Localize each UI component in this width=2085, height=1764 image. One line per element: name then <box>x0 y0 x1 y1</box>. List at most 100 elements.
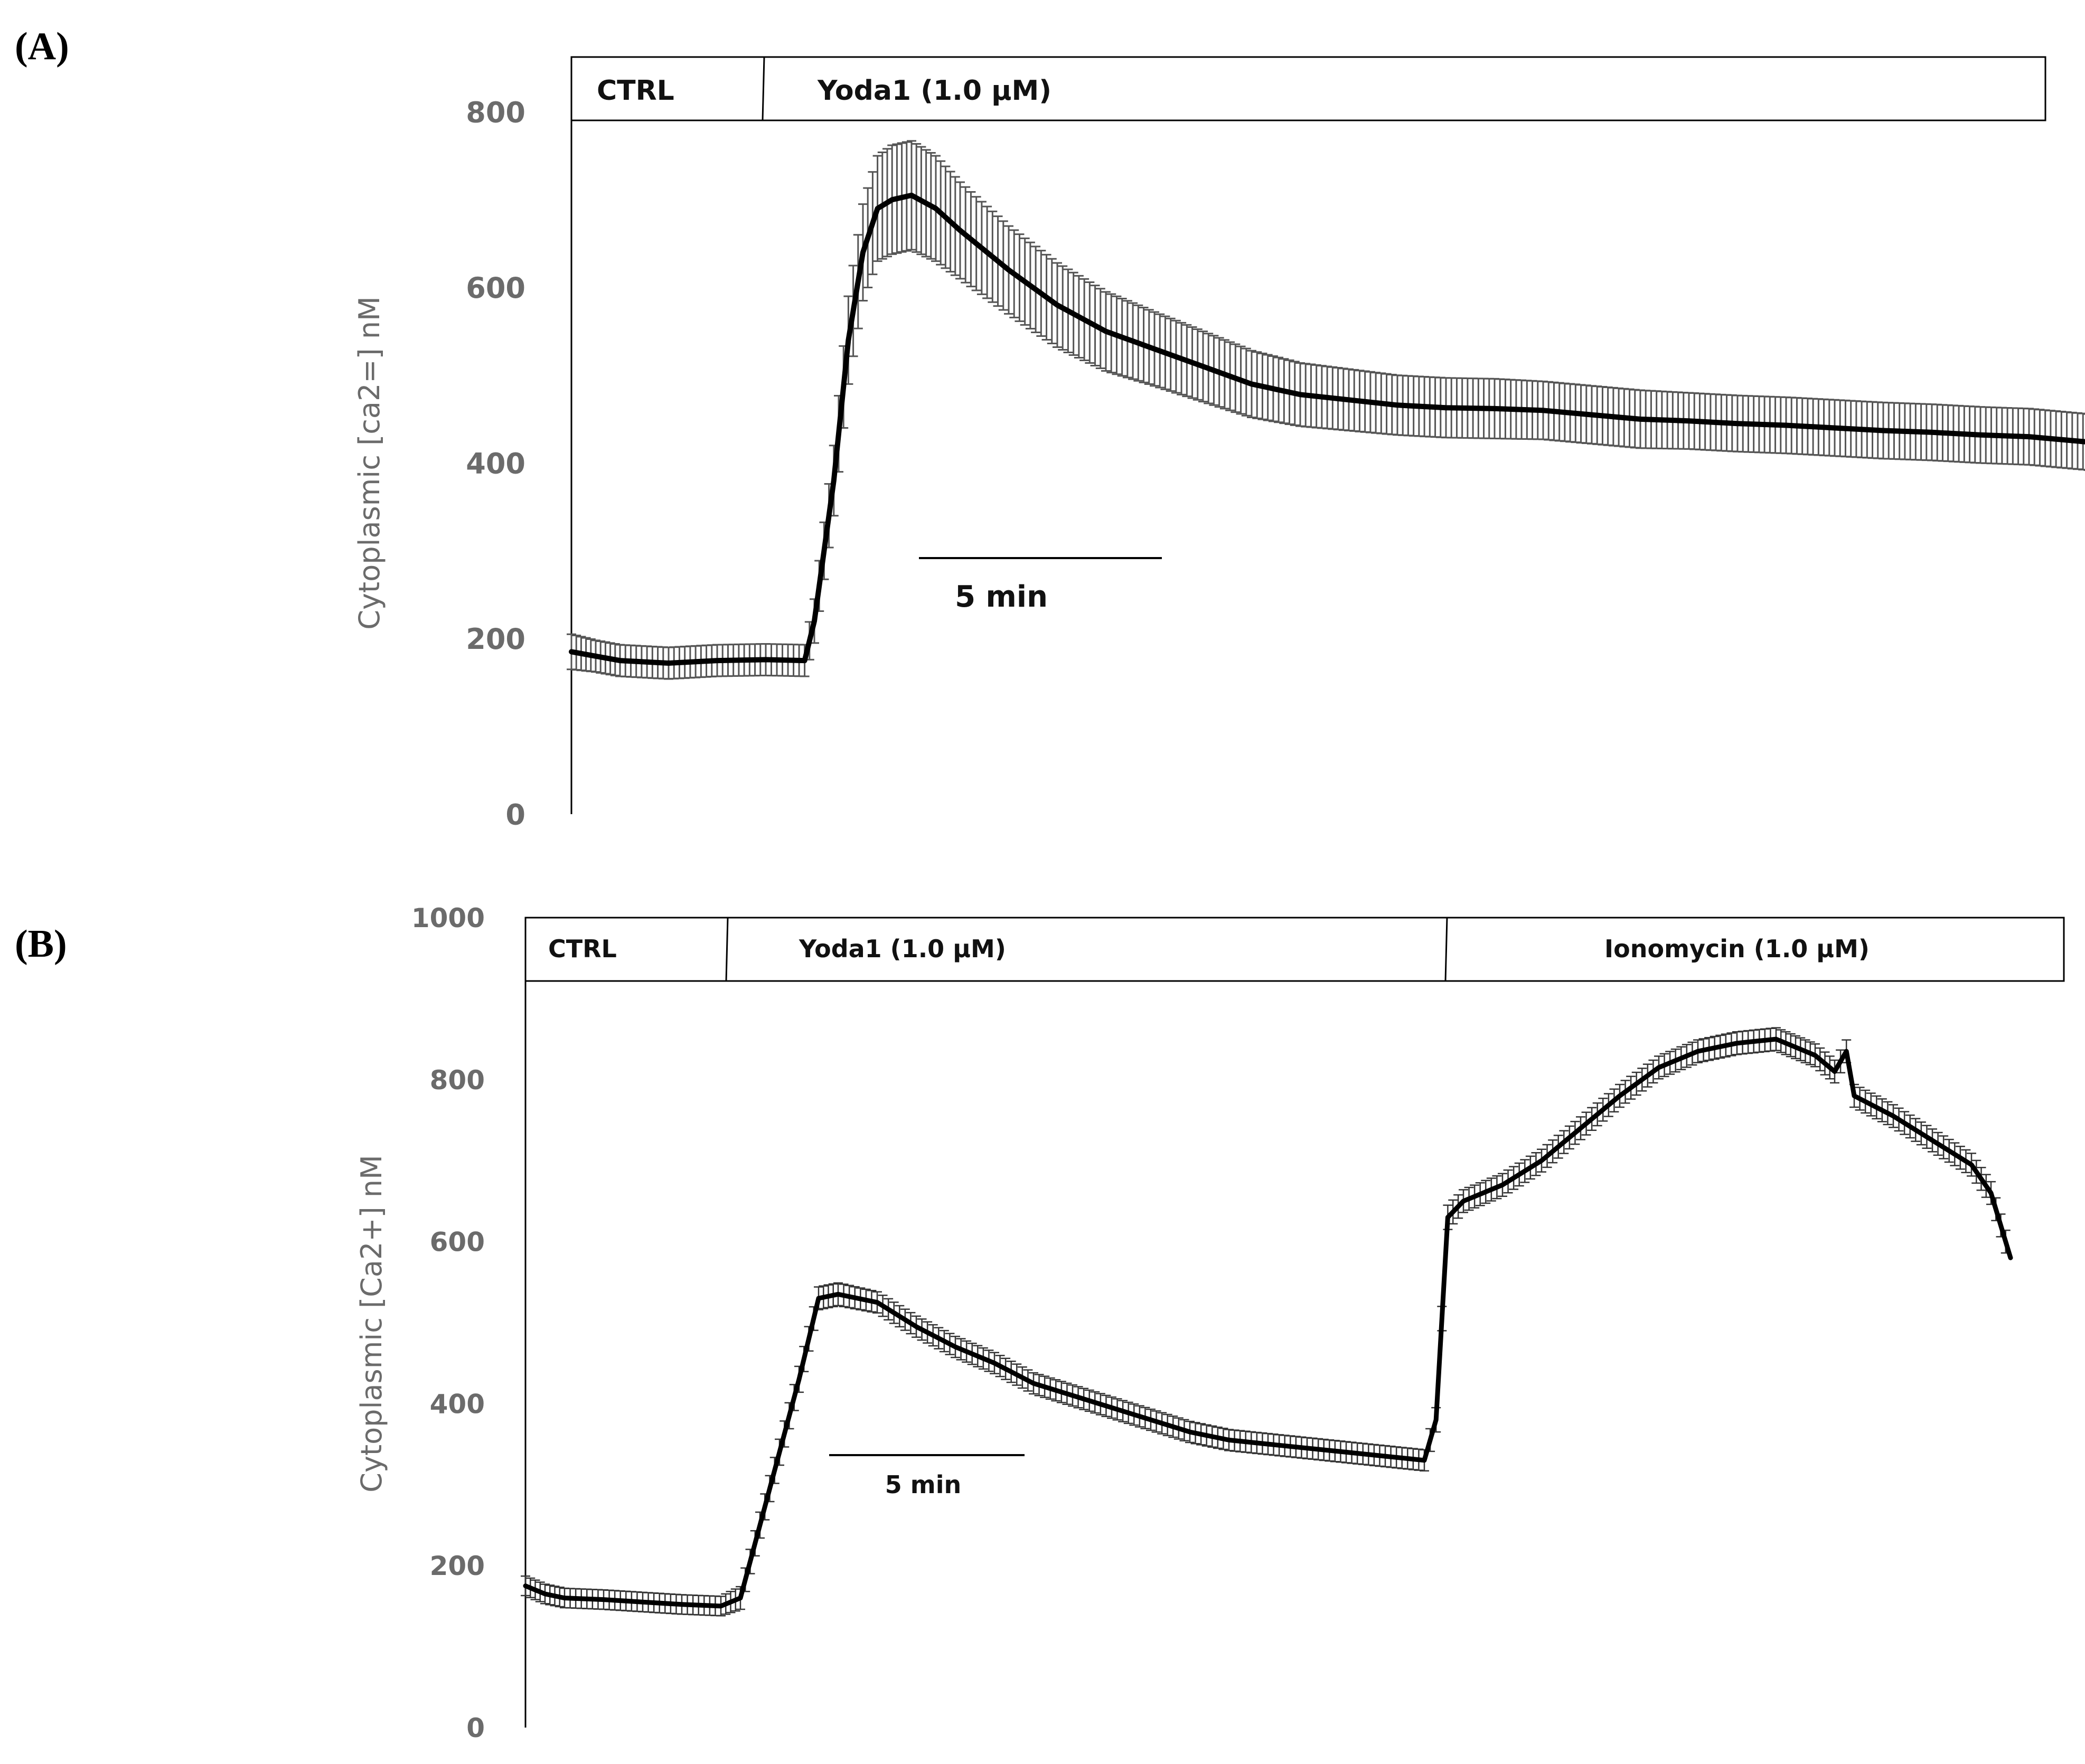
data-point <box>1978 432 1983 438</box>
data-point <box>601 1597 606 1602</box>
data-point <box>796 1377 802 1382</box>
data-point <box>1735 421 1740 426</box>
data-point <box>1539 1158 1544 1163</box>
data-point <box>593 654 598 659</box>
data-point <box>1187 1430 1192 1435</box>
data-point <box>617 658 623 663</box>
y-tick-label: 400 <box>466 447 525 480</box>
treatment-label: CTRL <box>597 75 674 107</box>
y-tick-label: 800 <box>430 1065 485 1096</box>
data-point <box>715 658 720 663</box>
series-line <box>569 192 2085 666</box>
data-point <box>835 1292 841 1297</box>
data-point <box>2008 1256 2013 1260</box>
data-point <box>875 1300 880 1305</box>
treatment-label: CTRL <box>548 935 617 963</box>
data-point <box>831 478 837 483</box>
data-point <box>1589 412 1594 418</box>
data-point <box>889 197 895 202</box>
data-point <box>1103 329 1109 334</box>
data-point <box>1346 397 1351 402</box>
data-point <box>2075 438 2080 444</box>
error-bars <box>567 140 2085 680</box>
data-point <box>1686 418 1692 423</box>
data-point <box>1434 1418 1439 1422</box>
error-bars <box>521 1027 2011 1617</box>
data-point <box>1445 1215 1450 1220</box>
data-point <box>1793 1045 1798 1050</box>
data-point <box>1832 426 1837 430</box>
data-point <box>816 1296 821 1301</box>
y-tick-label: 0 <box>466 1713 485 1743</box>
data-point <box>523 1583 528 1588</box>
data-point <box>875 206 880 211</box>
treatment-bar <box>524 917 2065 982</box>
data-point <box>640 1600 645 1605</box>
y-tick-label: 200 <box>430 1551 485 1581</box>
data-point <box>1844 1049 1849 1054</box>
y-axis-title: Cytoplasmic [Ca2+] nM <box>355 1155 388 1492</box>
data-point <box>812 618 817 624</box>
data-point <box>953 1344 958 1350</box>
data-point <box>846 337 851 343</box>
data-point <box>1832 1069 1837 1074</box>
data-point <box>1031 1381 1036 1386</box>
scale-bar-label: 5 min <box>885 1470 961 1499</box>
panel-b-chart: 0 200 400 600 800 1000 Cytoplasmic [Ca2+] nM CT… <box>355 903 2065 1743</box>
treatment-label: Yoda1 (1.0 µM) <box>817 75 1051 107</box>
panel-a-chart: 0 200 400 600 800 Cytoplasmic [ca2=] nM CTRL Yo… <box>353 56 2085 831</box>
panel-b-letter: (B) <box>15 922 67 966</box>
data-point <box>957 228 963 233</box>
data-point <box>757 1523 763 1527</box>
data-point <box>1055 303 1060 308</box>
data-point <box>1812 1053 1818 1058</box>
series-line <box>523 1036 2013 1609</box>
data-point <box>1148 1418 1153 1422</box>
data-point <box>1695 1049 1701 1054</box>
data-point <box>1988 1191 1994 1195</box>
data-point <box>1891 1114 1896 1118</box>
data-point <box>1969 1162 1974 1167</box>
data-point <box>777 1450 782 1455</box>
data-point <box>1638 417 1643 422</box>
data-point <box>1773 1037 1779 1042</box>
treatment-divider <box>762 56 765 121</box>
y-tick-label: 600 <box>466 271 525 305</box>
data-point <box>738 1596 743 1600</box>
y-tick-label: 1000 <box>411 903 485 933</box>
data-point <box>1443 405 1449 410</box>
y-tick-label: 800 <box>466 96 525 129</box>
data-point <box>1578 1126 1583 1130</box>
treatment-divider <box>725 917 729 982</box>
data-point <box>1422 1458 1427 1463</box>
data-point <box>1344 1450 1349 1455</box>
data-point <box>933 206 938 211</box>
y-tick-label: 0 <box>505 798 525 831</box>
data-point <box>1265 1442 1271 1447</box>
data-point <box>1395 402 1400 408</box>
data-point <box>1461 1199 1466 1203</box>
data-point <box>718 1603 724 1608</box>
data-point <box>1383 1454 1388 1459</box>
data-point <box>914 1324 919 1329</box>
data-point <box>666 661 671 666</box>
data-point <box>1881 428 1886 433</box>
data-point <box>1930 1138 1935 1143</box>
data-point <box>763 657 768 662</box>
data-point <box>1200 364 1206 369</box>
data-point <box>569 649 574 654</box>
data-point <box>802 658 807 663</box>
data-point <box>1152 346 1157 352</box>
data-point <box>1492 406 1497 411</box>
data-point <box>1109 1405 1114 1410</box>
panel-a-letter: (A) <box>15 25 69 68</box>
treatment-label: Yoda1 (1.0 µM) <box>799 935 1006 963</box>
data-point <box>1006 267 1011 272</box>
data-point <box>1929 430 1934 435</box>
data-point <box>1500 1183 1505 1187</box>
data-point <box>992 1361 997 1365</box>
treatment-bar <box>570 56 2046 121</box>
data-point <box>1617 1093 1622 1098</box>
data-point <box>542 1591 548 1596</box>
data-point <box>1783 423 1789 428</box>
